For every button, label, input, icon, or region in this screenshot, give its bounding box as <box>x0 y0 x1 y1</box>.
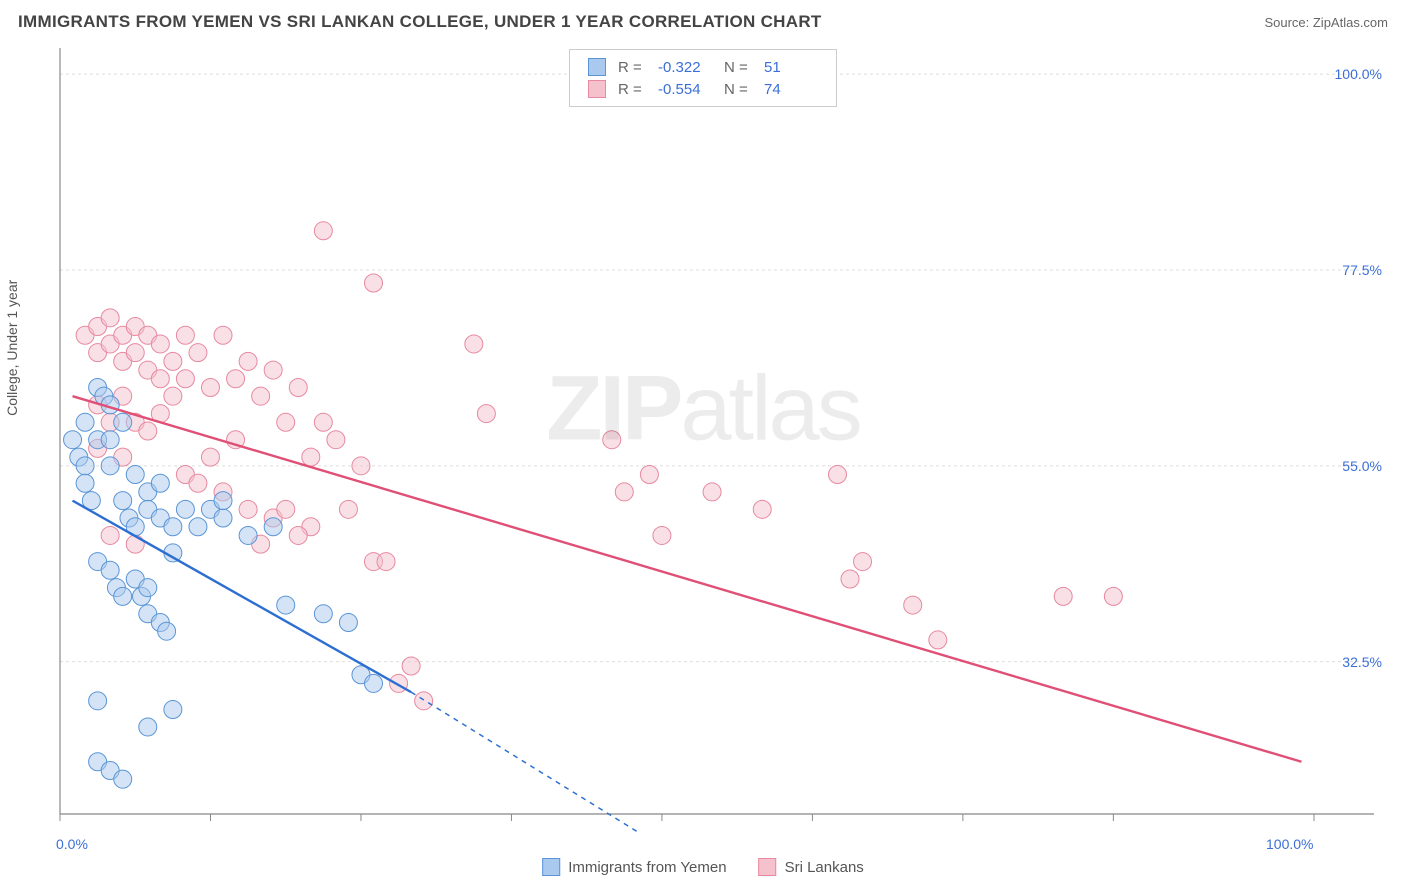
legend-item-2: Sri Lankans <box>759 858 864 876</box>
y-tick-label: 55.0% <box>1342 458 1382 474</box>
swatch-series-1 <box>588 58 606 76</box>
legend-swatch-1 <box>542 858 560 876</box>
x-tick-label: 0.0% <box>56 836 88 852</box>
x-tick-label: 100.0% <box>1266 836 1313 852</box>
n-value-2: 74 <box>764 81 818 98</box>
y-tick-label: 32.5% <box>1342 654 1382 670</box>
n-label-2: N = <box>724 81 752 98</box>
r-value-2: -0.554 <box>658 81 712 98</box>
y-tick-label: 77.5% <box>1342 262 1382 278</box>
legend-item-1: Immigrants from Yemen <box>542 858 726 876</box>
y-tick-label: 100.0% <box>1335 66 1382 82</box>
n-label-1: N = <box>724 59 752 76</box>
r-label-2: R = <box>618 81 646 98</box>
chart-container: College, Under 1 year ZIPatlas R = -0.32… <box>18 44 1388 874</box>
stats-row-2: R = -0.554 N = 74 <box>588 78 818 100</box>
stats-box: R = -0.322 N = 51 R = -0.554 N = 74 <box>569 49 837 107</box>
legend-label-1: Immigrants from Yemen <box>568 859 726 876</box>
r-label-1: R = <box>618 59 646 76</box>
r-value-1: -0.322 <box>658 59 712 76</box>
source-label: Source: <box>1264 15 1312 30</box>
legend-swatch-2 <box>759 858 777 876</box>
legend-label-2: Sri Lankans <box>785 859 864 876</box>
n-value-1: 51 <box>764 59 818 76</box>
source-attribution: Source: ZipAtlas.com <box>1264 15 1388 30</box>
source-value: ZipAtlas.com <box>1313 15 1388 30</box>
bottom-legend: Immigrants from Yemen Sri Lankans <box>542 858 864 876</box>
stats-row-1: R = -0.322 N = 51 <box>588 56 818 78</box>
scatter-chart <box>18 44 1388 874</box>
y-axis-label: College, Under 1 year <box>4 279 20 415</box>
swatch-series-2 <box>588 80 606 98</box>
chart-title: IMMIGRANTS FROM YEMEN VS SRI LANKAN COLL… <box>18 12 822 32</box>
